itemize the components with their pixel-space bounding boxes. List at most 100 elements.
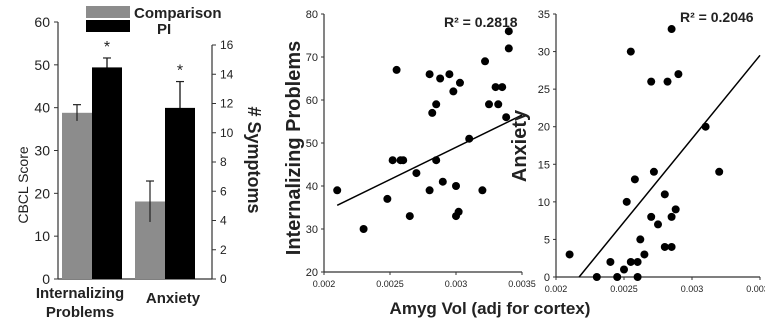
scatter-point	[674, 70, 683, 79]
scatter-point	[636, 235, 645, 244]
scatter-point	[485, 100, 493, 109]
y-tick-label: 80	[306, 9, 318, 21]
x-tick-label: 0.0025	[376, 279, 404, 289]
y-tick-label: 20	[538, 122, 550, 134]
bar-left-tick-label: 0	[42, 271, 50, 287]
x-tick-label: 0.0035	[508, 279, 536, 289]
bar-pi	[165, 107, 195, 279]
scatter-point	[454, 207, 463, 216]
bar-left-ylabel: CBCL Score	[15, 146, 31, 224]
scatter2-ylabel: Anxiety	[509, 109, 531, 182]
scatter-point	[667, 25, 676, 34]
bar-right-tick-label: 16	[220, 38, 234, 52]
scatter2-ticks: 0 5 10 15 20 25 30 35 0.002 0.0025 0.003 0.0035	[538, 9, 765, 294]
scatter-point	[626, 257, 635, 266]
scatter-point	[633, 257, 642, 266]
y-tick-label: 5	[544, 234, 550, 246]
scatter-point	[449, 87, 458, 96]
scatter-point	[654, 220, 662, 229]
scatter-point	[620, 265, 628, 274]
x-tick-label: 0.0035	[746, 284, 765, 294]
bar-right-tick-label: 14	[220, 67, 234, 81]
scatter-point	[504, 44, 513, 53]
bar-right-tick-label: 8	[220, 155, 227, 169]
x-tick-label: 0.0025	[610, 284, 638, 294]
bar-right-ylabel: # Symptoms	[244, 106, 264, 213]
scatter-anxiety-panel: 0 5 10 15 20 25 30 35 0.002 0.0025 0.003 0.0035 Anx…	[509, 9, 765, 294]
scatter2-marks	[565, 25, 761, 281]
y-tick-label: 70	[306, 52, 318, 64]
y-tick-label: 0	[544, 272, 550, 284]
bar-left-tick-label: 40	[34, 100, 50, 116]
significance-star: *	[177, 63, 183, 80]
trend-line	[578, 54, 761, 278]
scatter-point	[445, 70, 454, 79]
bar-pi	[92, 67, 122, 279]
scatter-point	[649, 167, 658, 176]
x-tick-label: 0.003	[445, 279, 468, 289]
scatter-point	[425, 186, 434, 195]
scatter-point	[667, 242, 676, 251]
scatter-point	[606, 257, 615, 266]
y-tick-label: 15	[538, 159, 550, 171]
y-tick-label: 30	[538, 47, 550, 59]
bar-right-tick-label: 6	[220, 184, 227, 198]
scatter2-r2-label: R² = 0.2046	[680, 9, 754, 25]
trend-line	[336, 114, 523, 207]
x-tick-label: 0.003	[681, 284, 704, 294]
scatter-point	[399, 156, 408, 165]
scatter-point	[333, 186, 342, 195]
category-label-internalizing-line1: Internalizing	[36, 285, 124, 302]
scatter-point	[438, 177, 447, 186]
scatter-point	[392, 65, 401, 74]
scatter-point	[405, 212, 414, 221]
bar-left-tick-label: 10	[34, 228, 50, 244]
scatter-point	[494, 100, 503, 109]
x-tick-label: 0.002	[313, 279, 336, 289]
scatter-point	[633, 273, 642, 281]
bar-right-ticks: 0 2 4 6 8 10 12 14 16	[212, 38, 234, 286]
shared-x-axis-title: Amyg Vol (adj for cortex)	[390, 299, 591, 318]
scatter-point	[359, 225, 368, 233]
legend-label-pi: PI	[157, 21, 171, 38]
scatter1-ticks: 20 30 40 50 60 70 80 0.002 0.0025 0.003 0.0035	[306, 9, 536, 289]
legend-swatch-comparison	[86, 6, 130, 18]
bar-left-tick-label: 60	[34, 14, 50, 30]
scatter1-r2-label: R² = 0.2818	[444, 14, 518, 30]
scatter-point	[671, 205, 680, 214]
y-tick-label: 30	[306, 224, 318, 236]
scatter-point	[412, 169, 421, 178]
y-tick-label: 60	[306, 95, 318, 107]
significance-star: *	[104, 39, 110, 56]
scatter-point	[565, 250, 574, 259]
y-tick-label: 40	[306, 181, 318, 193]
scatter-point	[660, 242, 669, 251]
scatter-point	[498, 83, 507, 92]
scatter-internalizing-panel: 20 30 40 50 60 70 80 0.002 0.0025 0.003 0.0035 Int…	[283, 9, 536, 289]
scatter-point	[432, 156, 441, 165]
scatter-point	[647, 212, 656, 221]
y-tick-label: 10	[538, 197, 550, 209]
x-tick-label: 0.002	[545, 284, 568, 294]
scatter-point	[502, 113, 511, 122]
scatter-point	[504, 27, 513, 36]
scatter-point	[388, 156, 397, 165]
scatter-point	[647, 77, 656, 86]
bar-comparison	[62, 112, 92, 279]
bar-left-tick-label: 30	[34, 143, 50, 159]
scatter-point	[622, 197, 631, 206]
scatter-point	[491, 83, 500, 92]
scatter-point	[436, 74, 445, 83]
y-tick-label: 50	[306, 138, 318, 150]
scatter-point	[481, 57, 490, 66]
bar-left-ticks: 0 10 20 30 40 50 60	[34, 14, 58, 287]
bar-left-tick-label: 20	[34, 185, 50, 201]
bar-right-tick-label: 0	[220, 272, 227, 286]
scatter-point	[701, 122, 710, 131]
category-label-anxiety: Anxiety	[146, 290, 201, 307]
scatter-point	[465, 134, 474, 143]
scatter-point	[660, 190, 669, 199]
scatter-point	[452, 182, 460, 190]
y-tick-label: 20	[306, 267, 318, 279]
